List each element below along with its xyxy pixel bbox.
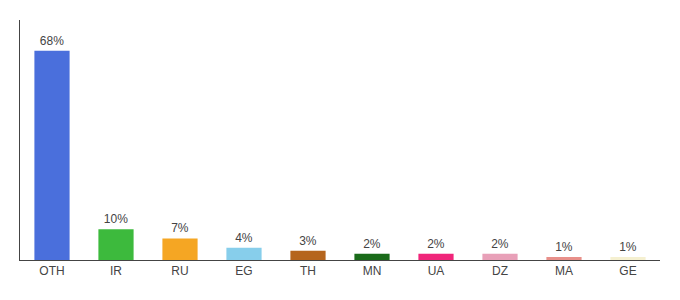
svg-text:2%: 2%	[491, 237, 509, 251]
svg-text:MA: MA	[555, 264, 573, 278]
svg-text:TH: TH	[300, 264, 316, 278]
svg-text:1%: 1%	[555, 240, 573, 254]
svg-text:1%: 1%	[619, 240, 637, 254]
svg-text:UA: UA	[428, 264, 445, 278]
svg-text:EG: EG	[235, 264, 252, 278]
svg-text:68%: 68%	[40, 34, 64, 48]
svg-text:DZ: DZ	[492, 264, 508, 278]
svg-text:4%: 4%	[235, 231, 253, 245]
svg-text:MN: MN	[363, 264, 382, 278]
svg-text:2%: 2%	[363, 237, 381, 251]
svg-text:GE: GE	[619, 264, 636, 278]
svg-text:3%: 3%	[299, 234, 317, 248]
svg-text:10%: 10%	[104, 212, 128, 226]
svg-text:7%: 7%	[171, 221, 189, 235]
svg-text:OTH: OTH	[39, 264, 64, 278]
svg-text:IR: IR	[110, 264, 122, 278]
svg-text:RU: RU	[171, 264, 188, 278]
svg-text:2%: 2%	[427, 237, 445, 251]
